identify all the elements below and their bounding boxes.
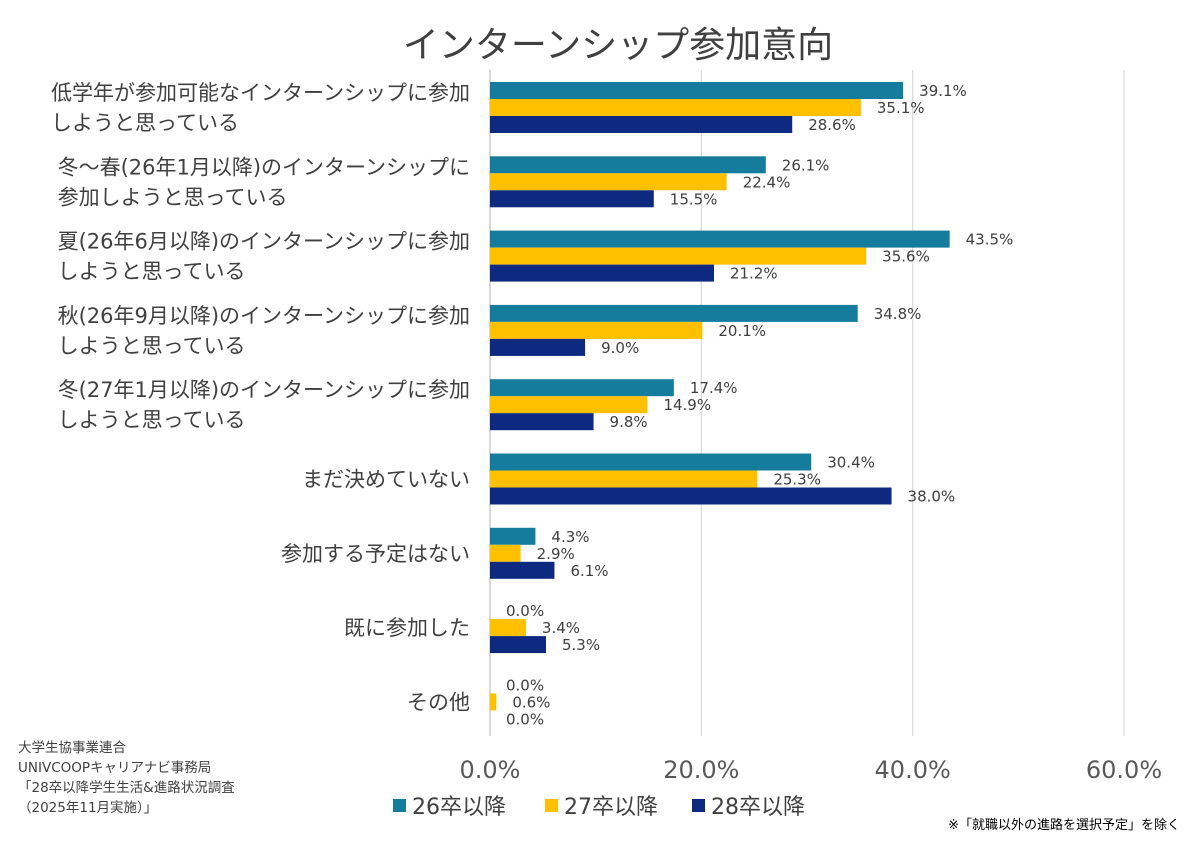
data-label: 6.1%	[570, 562, 608, 580]
bar	[490, 693, 497, 711]
legend-label: 28卒以降	[711, 795, 805, 820]
data-label: 21.2%	[730, 265, 778, 283]
category-label: 参加する予定はない	[281, 542, 470, 566]
bar	[490, 544, 521, 562]
x-tick-label: 40.0%	[875, 756, 951, 784]
data-label: 2.9%	[537, 545, 575, 563]
data-label: 38.0%	[908, 488, 956, 506]
footnote: ※「就職以外の進路を選択予定」を除く	[948, 817, 1180, 833]
legend-swatch	[545, 799, 558, 812]
data-labels: 39.1%35.1% 28.6% 26.1%22.4% 15.5% 43.5% 35.6%…	[506, 82, 1013, 728]
data-label: 14.9%	[663, 396, 711, 414]
data-label: 22.4%	[743, 173, 791, 191]
data-label: 0.6%	[512, 693, 550, 711]
data-label: 20.1%	[718, 322, 766, 340]
bar	[490, 379, 674, 397]
data-label: 17.4%	[690, 379, 738, 397]
source-credit: 大学生協事業連合 UNIVCOOPキャリアナビ事務局「28卒以降学生生活&進路状況…	[18, 740, 235, 816]
source-line: 「28卒以降学生生活&進路状況調査	[18, 780, 235, 796]
data-label: 0.0%	[506, 676, 544, 694]
legend-swatch	[692, 799, 705, 812]
bar	[490, 230, 950, 248]
legend-swatch	[393, 799, 406, 812]
bar	[490, 247, 867, 265]
data-label: 34.8%	[874, 305, 922, 323]
data-label: 15.5%	[670, 190, 718, 208]
bar	[490, 470, 758, 488]
bar	[490, 527, 536, 545]
category-labels: 低学年が参加可能なインターンシップに参加しようと思っている冬～春(26年1月以降…	[51, 81, 470, 714]
bar	[490, 487, 892, 505]
source-line: UNIVCOOPキャリアナビ事務局	[18, 760, 211, 776]
bar	[490, 619, 526, 637]
legend-label: 27卒以降	[564, 795, 658, 820]
category-label: 冬～春(26年1月以降)のインターンシップに参加しようと思っている	[58, 155, 470, 209]
data-label: 9.8%	[610, 413, 648, 431]
bar	[490, 413, 594, 431]
source-line: 大学生協事業連合	[18, 740, 126, 756]
x-tick-label: 60.0%	[1086, 756, 1162, 784]
bar	[490, 321, 703, 339]
bar	[490, 99, 861, 116]
data-label: 9.0%	[601, 339, 639, 357]
bar	[490, 264, 715, 282]
data-label: 35.1%	[877, 99, 925, 117]
category-label: 夏(26年6月以降)のインターンシップに参加しようと思っている	[58, 230, 470, 284]
x-tick-labels: 0.0% 20.0% 40.0% 60.0%	[460, 756, 1163, 784]
x-tick-label: 0.0%	[460, 756, 521, 784]
bar	[490, 173, 727, 191]
data-label: 30.4%	[827, 454, 875, 472]
data-label: 39.1%	[919, 82, 967, 100]
data-label: 26.1%	[782, 156, 830, 174]
category-label: その他	[407, 690, 470, 714]
bar	[490, 453, 812, 471]
category-label: まだ決めていない	[302, 468, 470, 492]
bar	[490, 636, 547, 654]
data-label: 4.3%	[551, 528, 589, 546]
data-label: 0.0%	[506, 602, 544, 620]
data-label: 5.3%	[562, 636, 600, 654]
data-label: 28.6%	[808, 116, 856, 134]
bar	[490, 116, 793, 133]
legend: 26卒以降 27卒以降 28卒以降	[393, 795, 805, 820]
bar	[490, 82, 904, 99]
category-label: 秋(26年9月以降)のインターンシップに参加しようと思っている	[58, 304, 470, 358]
data-label: 43.5%	[966, 231, 1014, 249]
bar	[490, 190, 654, 208]
bar	[490, 304, 858, 322]
bar	[490, 561, 555, 579]
data-label: 35.6%	[882, 248, 930, 266]
x-tick-label: 20.0%	[663, 756, 739, 784]
category-label: 既に参加した	[344, 616, 470, 640]
category-label: 冬(27年1月以降)のインターンシップに参加しようと思っている	[58, 378, 470, 432]
category-label: 低学年が参加可能なインターンシップに参加しようと思っている	[51, 81, 470, 135]
chart-title: インターンシップ参加意向	[403, 25, 833, 66]
bars	[490, 82, 950, 711]
source-line: （2025年11月実施）」	[18, 800, 157, 816]
data-label: 3.4%	[542, 619, 580, 637]
bar	[490, 338, 586, 356]
data-label: 25.3%	[773, 471, 821, 489]
data-label: 0.0%	[506, 710, 544, 728]
bar	[490, 396, 648, 414]
legend-label: 26卒以降	[412, 795, 506, 820]
bar	[490, 156, 766, 174]
